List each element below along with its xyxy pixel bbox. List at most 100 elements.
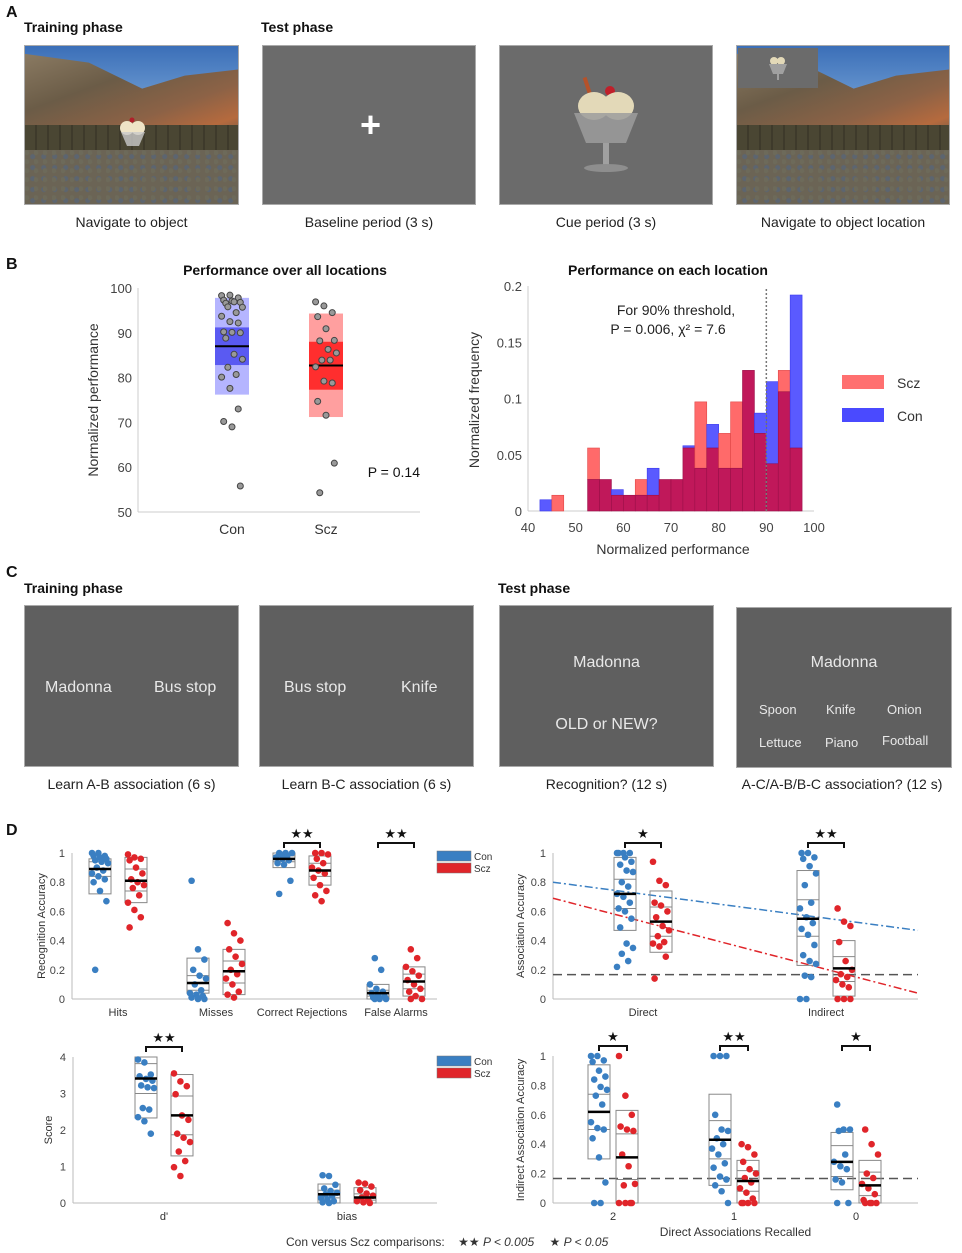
data-point xyxy=(312,298,320,306)
data-point xyxy=(230,298,238,306)
data-point xyxy=(710,1164,717,1172)
option-word: Football xyxy=(882,733,929,748)
data-point xyxy=(319,1171,326,1179)
data-point xyxy=(373,985,380,993)
y-tick-label: 80 xyxy=(118,371,132,386)
data-point xyxy=(664,908,671,915)
y-tick-label: 90 xyxy=(118,326,132,341)
data-point xyxy=(319,859,327,867)
data-point xyxy=(811,854,818,861)
data-point xyxy=(841,1151,849,1158)
data-point xyxy=(840,995,848,1003)
data-point xyxy=(324,851,332,858)
y-tick-label: 0.8 xyxy=(50,877,65,889)
data-point xyxy=(811,941,818,949)
panel-a-test-title: Test phase xyxy=(261,19,334,35)
y-tick-label: 1 xyxy=(540,1051,546,1063)
sundae-cue-icon xyxy=(574,76,638,172)
x-tick-label: 70 xyxy=(664,520,678,535)
data-point xyxy=(835,938,843,946)
data-point xyxy=(624,957,632,965)
panel-c-test-title: Test phase xyxy=(498,580,571,596)
data-point xyxy=(124,899,132,906)
data-point xyxy=(595,1154,603,1161)
histogram-bar-overlap xyxy=(634,494,648,512)
legend-label-scz: Scz xyxy=(474,1069,491,1080)
data-point xyxy=(172,1090,179,1098)
data-point xyxy=(622,1199,629,1207)
word-c: Knife xyxy=(401,679,438,696)
histogram-bar-overlap xyxy=(706,447,719,512)
data-point xyxy=(328,309,336,317)
word-b: Bus stop xyxy=(154,679,217,696)
histogram-bar-overlap xyxy=(742,370,755,512)
data-point xyxy=(630,1127,637,1135)
data-point xyxy=(366,981,374,988)
caption-navigate-to-object: Navigate to object xyxy=(75,214,188,230)
data-point xyxy=(618,950,626,958)
data-point xyxy=(623,867,630,874)
data-point xyxy=(751,1151,758,1158)
legend-swatch-con xyxy=(436,1055,472,1067)
data-point xyxy=(230,930,238,937)
data-point xyxy=(616,924,624,931)
data-point xyxy=(628,915,635,922)
histogram-bar-overlap xyxy=(682,447,696,512)
data-point xyxy=(95,873,102,880)
data-point xyxy=(356,1186,364,1194)
panel-letter-b: B xyxy=(6,256,18,273)
data-point xyxy=(716,1052,724,1060)
data-point xyxy=(832,1176,839,1183)
y-tick-label: 0.6 xyxy=(531,906,546,918)
data-point xyxy=(657,902,665,909)
data-point xyxy=(144,1083,151,1091)
data-point xyxy=(719,1140,727,1148)
data-point xyxy=(806,957,813,965)
data-point xyxy=(807,973,815,981)
y-tick-label: 0.6 xyxy=(531,1110,546,1122)
data-point xyxy=(233,970,241,978)
data-point xyxy=(721,1160,729,1167)
old-or-new-prompt: OLD or NEW? xyxy=(555,716,658,733)
y-tick-label: 4 xyxy=(60,1052,66,1064)
data-point xyxy=(332,349,340,357)
data-point xyxy=(662,881,670,889)
caption-baseline-period: Baseline period (3 s) xyxy=(304,214,434,230)
data-point xyxy=(626,849,634,857)
data-point xyxy=(835,1127,843,1135)
legend-label-con: Con xyxy=(897,408,923,424)
data-point xyxy=(656,877,663,885)
data-point xyxy=(96,887,104,895)
data-point xyxy=(224,303,232,311)
data-point xyxy=(798,925,805,933)
data-point xyxy=(873,1199,880,1207)
trend-line-con xyxy=(552,881,919,932)
sundae-icon xyxy=(120,117,145,146)
data-point xyxy=(234,319,242,327)
histogram-bar-overlap xyxy=(766,463,779,512)
data-point xyxy=(407,946,415,953)
data-point xyxy=(718,1126,725,1133)
y-tick-label: 0.2 xyxy=(504,279,522,294)
data-point xyxy=(620,893,627,901)
data-point xyxy=(230,994,238,1001)
x-tick-label: d' xyxy=(160,1211,168,1220)
data-point xyxy=(590,1199,598,1207)
data-point xyxy=(226,384,234,392)
data-point xyxy=(834,995,841,1003)
data-point xyxy=(589,1058,596,1066)
y-tick-label: 60 xyxy=(118,460,132,475)
data-point xyxy=(220,328,228,336)
data-point xyxy=(603,1086,611,1094)
data-point xyxy=(224,919,231,927)
data-point xyxy=(220,418,228,426)
data-point xyxy=(371,995,379,1003)
data-point xyxy=(623,1126,631,1133)
significance-stars: ★★ xyxy=(384,826,407,841)
legend-swatch-scz xyxy=(436,862,472,874)
data-point xyxy=(141,1117,148,1125)
histogram-bar-overlap xyxy=(646,494,660,512)
data-point xyxy=(324,345,332,353)
data-point xyxy=(711,1111,719,1119)
data-point xyxy=(232,309,240,317)
